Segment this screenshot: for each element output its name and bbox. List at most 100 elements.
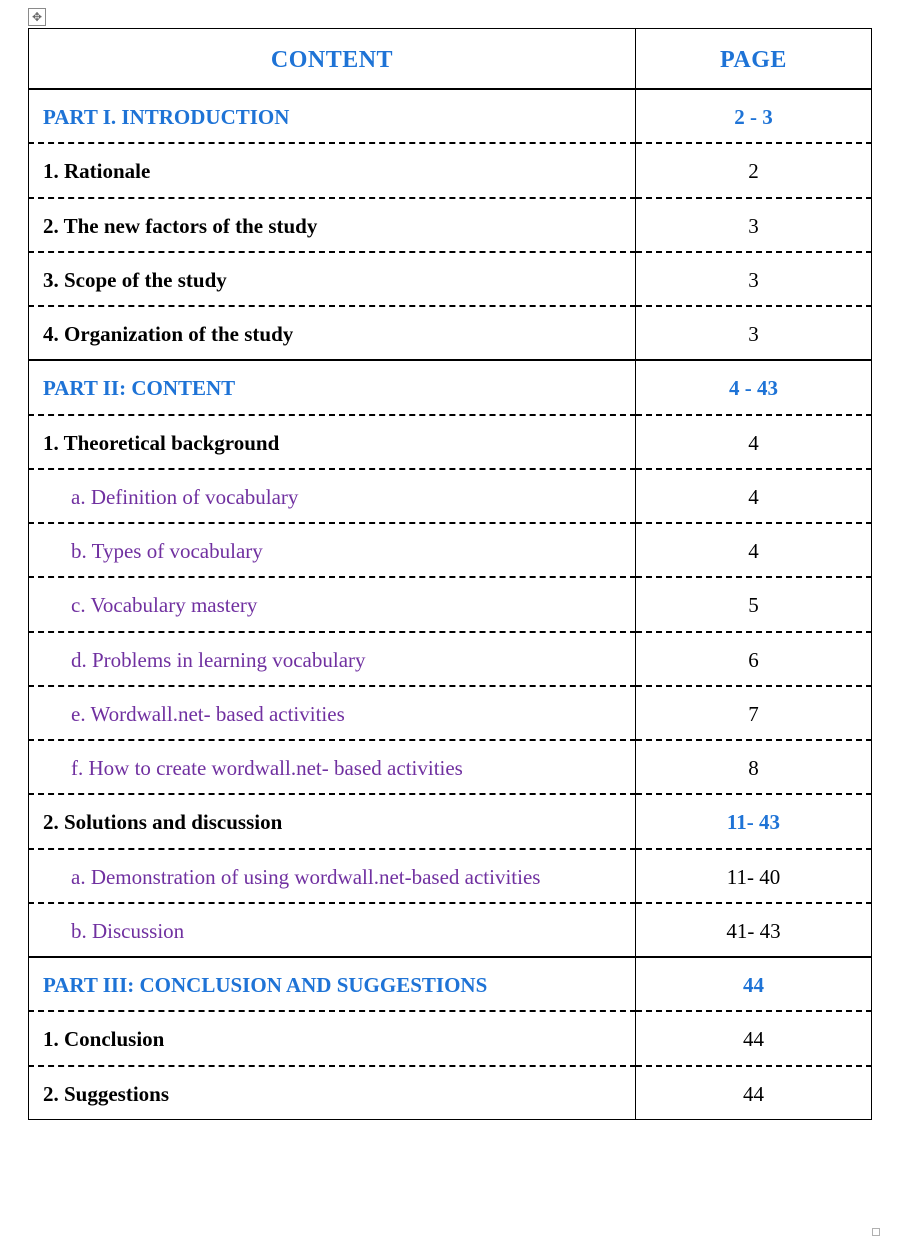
toc-row: 3. Scope of the study 3 [29,252,872,306]
toc-row: PART II: CONTENT 4 - 43 [29,360,872,414]
toc-content-cell: b. Types of vocabulary [29,523,636,577]
toc-row: 1. Theoretical background 4 [29,415,872,469]
toc-page-cell: 8 [635,740,871,794]
toc-page-text: 41- 43 [726,919,780,943]
toc-content-text: 2. Solutions and discussion [43,810,282,834]
toc-page-text: 2 - 3 [734,105,773,129]
toc-content-text: b. Discussion [43,918,184,944]
toc-page-cell: 6 [635,632,871,686]
toc-row: 2. Suggestions 44 [29,1066,872,1120]
toc-content-text: a. Demonstration of using wordwall.net-b… [43,864,540,890]
toc-content-cell: 1. Conclusion [29,1011,636,1065]
toc-content-cell: a. Definition of vocabulary [29,469,636,523]
toc-row: b. Discussion 41- 43 [29,903,872,957]
toc-row: c. Vocabulary mastery 5 [29,577,872,631]
toc-row: f. How to create wordwall.net- based act… [29,740,872,794]
toc-row: d. Problems in learning vocabulary 6 [29,632,872,686]
move-handle-glyph: ✥ [32,10,42,25]
toc-page-text: 2 [748,159,759,183]
toc-page-text: 5 [748,593,759,617]
toc-row: a. Definition of vocabulary 4 [29,469,872,523]
toc-content-text: e. Wordwall.net- based activities [43,701,345,727]
toc-content-cell: d. Problems in learning vocabulary [29,632,636,686]
header-page-label: PAGE [635,29,871,90]
toc-content-cell: 1. Rationale [29,143,636,197]
toc-content-cell: f. How to create wordwall.net- based act… [29,740,636,794]
toc-page-cell: 4 [635,523,871,577]
toc-content-cell: PART III: CONCLUSION AND SUGGESTIONS [29,957,636,1011]
toc-row: 1. Conclusion 44 [29,1011,872,1065]
toc-page-cell: 4 [635,469,871,523]
toc-content-cell: e. Wordwall.net- based activities [29,686,636,740]
toc-content-cell: 1. Theoretical background [29,415,636,469]
toc-content-cell: 2. Solutions and discussion [29,794,636,848]
toc-content-text: 2. Suggestions [43,1082,169,1106]
toc-page-cell: 4 - 43 [635,360,871,414]
toc-page-cell: 7 [635,686,871,740]
toc-page-text: 11- 43 [727,810,780,834]
toc-row: a. Demonstration of using wordwall.net-b… [29,849,872,903]
toc-page-text: 6 [748,648,759,672]
toc-page-text: 3 [748,268,759,292]
toc-header-row: CONTENT PAGE [29,29,872,90]
toc-content-text: 3. Scope of the study [43,268,227,292]
toc-row: b. Types of vocabulary 4 [29,523,872,577]
toc-content-text: c. Vocabulary mastery [43,592,257,618]
toc-page-cell: 44 [635,1011,871,1065]
toc-content-text: 4. Organization of the study [43,322,293,346]
toc-page-cell: 2 [635,143,871,197]
toc-content-text: PART III: CONCLUSION AND SUGGESTIONS [43,973,487,997]
toc-page-text: 8 [748,756,759,780]
toc-page-cell: 44 [635,957,871,1011]
toc-content-cell: a. Demonstration of using wordwall.net-b… [29,849,636,903]
toc-page-text: 7 [748,702,759,726]
toc-table: CONTENT PAGE PART I. INTRODUCTION 2 - 3 1.… [28,28,872,1120]
toc-content-cell: b. Discussion [29,903,636,957]
toc-page-text: 4 [748,539,759,563]
table-resize-handle-icon[interactable] [872,1228,880,1236]
toc-page-cell: 3 [635,306,871,360]
toc-page-text: 4 - 43 [729,376,778,400]
toc-content-text: 1. Rationale [43,159,150,183]
toc-content-cell: 2. Suggestions [29,1066,636,1120]
toc-content-cell: PART I. INTRODUCTION [29,89,636,143]
toc-page-text: 11- 40 [727,865,780,889]
table-move-handle-icon[interactable]: ✥ [28,8,46,26]
toc-content-text: f. How to create wordwall.net- based act… [43,755,463,781]
toc-page-cell: 41- 43 [635,903,871,957]
toc-content-text: b. Types of vocabulary [43,538,263,564]
toc-page-cell: 44 [635,1066,871,1120]
toc-page-text: 44 [743,1027,764,1051]
toc-content-text: 1. Conclusion [43,1027,164,1051]
toc-table-body: CONTENT PAGE PART I. INTRODUCTION 2 - 3 1.… [29,29,872,1120]
toc-page-text: 44 [743,973,764,997]
toc-content-text: d. Problems in learning vocabulary [43,647,366,673]
toc-page-text: 4 [748,431,759,455]
toc-content-text: PART I. INTRODUCTION [43,105,289,129]
toc-row: 2. Solutions and discussion 11- 43 [29,794,872,848]
toc-page-cell: 5 [635,577,871,631]
toc-content-text: 2. The new factors of the study [43,214,317,238]
toc-page-cell: 2 - 3 [635,89,871,143]
toc-content-cell: PART II: CONTENT [29,360,636,414]
toc-page-text: 3 [748,214,759,238]
toc-content-cell: c. Vocabulary mastery [29,577,636,631]
toc-row: e. Wordwall.net- based activities 7 [29,686,872,740]
header-content-label: CONTENT [29,29,636,90]
toc-page-cell: 3 [635,252,871,306]
toc-page-text: 44 [743,1082,764,1106]
toc-page-cell: 3 [635,198,871,252]
toc-row: 1. Rationale 2 [29,143,872,197]
toc-content-cell: 3. Scope of the study [29,252,636,306]
toc-page-cell: 11- 43 [635,794,871,848]
toc-row: 4. Organization of the study 3 [29,306,872,360]
toc-row: 2. The new factors of the study 3 [29,198,872,252]
toc-row: PART I. INTRODUCTION 2 - 3 [29,89,872,143]
toc-page-text: 4 [748,485,759,509]
toc-content-text: a. Definition of vocabulary [43,484,298,510]
toc-page-cell: 11- 40 [635,849,871,903]
toc-page-text: 3 [748,322,759,346]
toc-content-cell: 4. Organization of the study [29,306,636,360]
toc-content-text: PART II: CONTENT [43,376,235,400]
toc-content-cell: 2. The new factors of the study [29,198,636,252]
